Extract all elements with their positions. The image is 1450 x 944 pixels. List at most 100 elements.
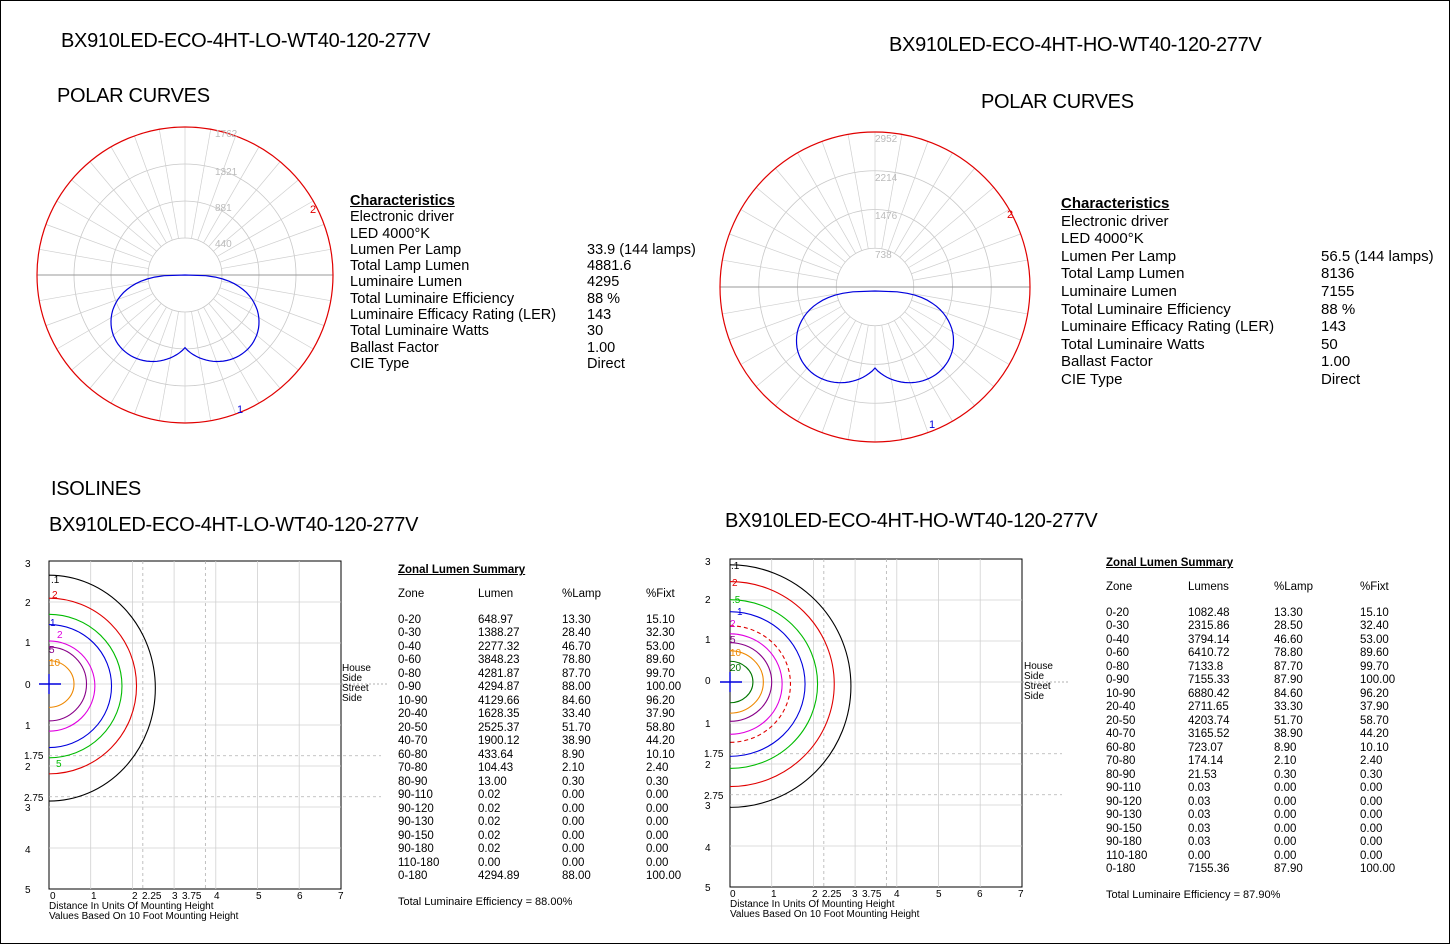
zonal-cell: 4129.66 [478,694,520,707]
iso-x-label: 3.75 [182,891,202,902]
zonal-cell: 0.00 [1360,809,1383,821]
zonal-cell: 20-40 [1106,701,1136,713]
left-iso-y-labels: 3 2 1 0 1 2 3 4 5 1.75 2.75 [24,559,44,896]
left-polar-chart: 1762 1321 881 440 2 1 [36,126,334,424]
zonal-cell: 13.30 [1274,606,1303,619]
right-polar-ring-label: 1476 [875,211,898,222]
iso-x-label: 1 [91,891,97,902]
zonal-cell: 0-90 [398,681,422,693]
zonal-row: 0-60 6410.72 78.80 89.60 [1106,647,1420,661]
iso-y-label: 2 [705,595,711,606]
zonal-cell: 2.40 [646,762,669,774]
characteristics-row: Luminaire Lumen 4295 [350,274,696,290]
zonal-cell: 90-150 [398,829,434,842]
characteristics-row: CIE Type Direct [1061,371,1434,389]
iso-y-extra: 2.75 [24,793,44,804]
zonal-cell: 78.80 [1274,647,1303,659]
iso-x-label: 2 [132,891,138,902]
zonal-row: 0-80 7133.8 87.70 99.70 [1106,661,1420,675]
characteristics-value: 143 [1321,318,1347,336]
zonal-cell: 1388.27 [478,627,520,639]
zonal-row: 0-180 4294.89 88.00 100.00 [398,870,706,884]
zonal-cell: 0-80 [398,667,422,680]
left-isoline-chart: 3 2 1 0 1 2 3 4 5 1.75 2.75 0 1 2 2.25 3… [24,559,389,922]
right-polar-mark: 1 [929,419,935,431]
iso-footer-line: Values Based On 10 Foot Mounting Height [730,909,920,920]
left-polar-grid [37,127,333,423]
zonal-row: 90-110 0.03 0.00 0.00 [1106,782,1420,796]
zonal-row: 40-70 1900.12 38.90 44.20 [398,735,706,749]
iso-y-label: 4 [25,845,31,856]
right-polar-heading: POLAR CURVES [981,91,1134,113]
right-polar-curve-2 [719,131,1031,443]
zonal-cell: 110-180 [1106,849,1148,862]
iso-x-label: 4 [214,891,220,902]
zonal-cell: 0-90 [1106,674,1130,686]
zonal-cell: 90-110 [398,789,433,801]
zonal-cell: 2525.37 [478,721,520,734]
iso-y-label: 2 [25,762,31,773]
zonal-cell: 0.00 [1360,836,1383,848]
characteristics-value: 30 [587,323,604,340]
zonal-row: 60-80 723.07 8.90 10.10 [1106,742,1420,756]
iso-contour-label: 1 [50,618,56,629]
characteristics-title: Characteristics [1061,195,1170,212]
zonal-row: 0-30 1388.27 28.40 32.30 [398,627,706,641]
characteristics-label: Total Luminaire Watts [1061,335,1205,353]
iso-contour-label: 5 [56,759,62,770]
zonal-cell: 60-80 [398,748,428,761]
zonal-cell: 10-90 [1106,687,1136,700]
iso-footer-line: Distance In Units Of Mounting Height [730,899,895,910]
zonal-cell: 0.00 [1360,795,1383,808]
right-zonal-summary: Zonal Lumen Summary Zone Lumens %Lamp %F… [1106,557,1420,901]
iso-side-label: Side [1024,691,1044,702]
zonal-cell: 100.00 [646,870,682,882]
zonal-row: 70-80 174.14 2.10 2.40 [1106,755,1420,769]
zonal-cell: 0.03 [1188,809,1211,821]
zonal-header: Zone [1106,581,1133,593]
zonal-row: 0-180 7155.36 87.90 100.00 [1106,863,1420,877]
left-polar-ring-label: 1762 [215,129,238,140]
iso-x-label: 1 [771,889,777,900]
zonal-cell: 0.02 [478,802,501,815]
left-characteristics: Characteristics Electronic driver LED 40… [350,193,696,372]
zonal-total: Total Luminaire Efficiency = 87.90% [1106,888,1281,901]
iso-y-extra: 1.75 [704,749,724,760]
iso-x-label: 7 [1018,889,1024,900]
zonal-cell: 96.20 [1360,687,1389,700]
iso-x-label: 7 [338,891,344,902]
zonal-cell: 37.90 [646,708,675,720]
zonal-cell: 6880.42 [1188,687,1230,700]
zonal-cell: 0.00 [562,829,585,842]
characteristics-value: 8136 [1321,265,1355,283]
zonal-cell: 10.10 [1360,741,1389,754]
iso-contour-label: 2 [730,619,736,630]
zonal-cell: 40-70 [398,735,428,747]
zonal-cell: 0.00 [562,802,585,815]
zonal-cell: 0.00 [646,856,669,869]
zonal-cell: 51.70 [1274,714,1303,727]
right-polar-curve-1 [795,290,955,384]
left-iso-contours [48,574,156,802]
right-isoline-chart: 3 2 1 0 1 2 3 4 5 1.75 2.75 0 1 2 2.25 3… [704,557,1070,920]
characteristics-line: Electronic driver [1061,212,1169,230]
zonal-cell: 0.00 [646,843,669,855]
characteristics-row: Luminaire Lumen 7155 [1061,283,1434,301]
iso-y-label: 5 [705,883,711,894]
iso-x-label: 3 [852,889,858,900]
characteristics-label: Luminaire Lumen [1061,282,1177,300]
zonal-row: 0-60 3848.23 78.80 89.60 [398,654,706,668]
zonal-cell: 0.02 [478,789,501,801]
zonal-cell: 58.80 [646,721,675,734]
characteristics-row: CIE Type Direct [350,356,696,372]
characteristics-title: Characteristics [350,193,455,209]
iso-y-label: 3 [25,803,31,814]
zonal-cell: 2277.32 [478,640,520,653]
zonal-cell: 3794.14 [1188,633,1230,646]
characteristics-label: CIE Type [1061,370,1123,388]
zonal-row: 0-90 7155.33 87.90 100.00 [1106,674,1420,688]
zonal-cell: 0.02 [478,816,501,828]
characteristics-row: Ballast Factor 1.00 [1061,353,1434,371]
iso-contour-label: .1 [51,575,60,586]
characteristics-value: 1.00 [587,339,616,356]
